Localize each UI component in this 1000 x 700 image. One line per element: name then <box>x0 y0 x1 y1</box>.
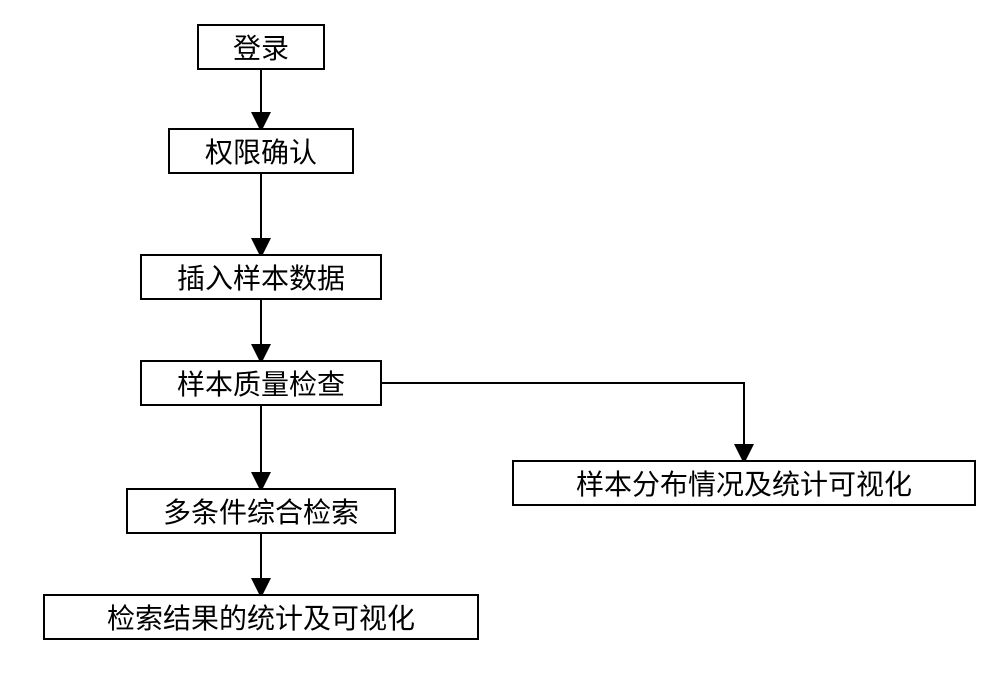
node-label: 检索结果的统计及可视化 <box>107 597 415 637</box>
flowchart-node-n6: 检索结果的统计及可视化 <box>43 594 479 640</box>
flowchart-node-n7: 样本分布情况及统计可视化 <box>512 460 976 506</box>
node-label: 权限确认 <box>205 131 317 171</box>
flowchart-node-n1: 登录 <box>197 24 325 70</box>
edge-n4-n7 <box>382 383 744 460</box>
node-label: 多条件综合检索 <box>163 491 359 531</box>
flowchart-node-n4: 样本质量检查 <box>140 360 382 406</box>
node-label: 样本质量检查 <box>177 363 345 403</box>
flowchart-node-n3: 插入样本数据 <box>140 254 382 300</box>
node-label: 样本分布情况及统计可视化 <box>576 463 912 503</box>
flowchart-node-n2: 权限确认 <box>168 128 354 174</box>
node-label: 登录 <box>233 27 289 67</box>
node-label: 插入样本数据 <box>177 257 345 297</box>
flowchart-node-n5: 多条件综合检索 <box>126 488 396 534</box>
